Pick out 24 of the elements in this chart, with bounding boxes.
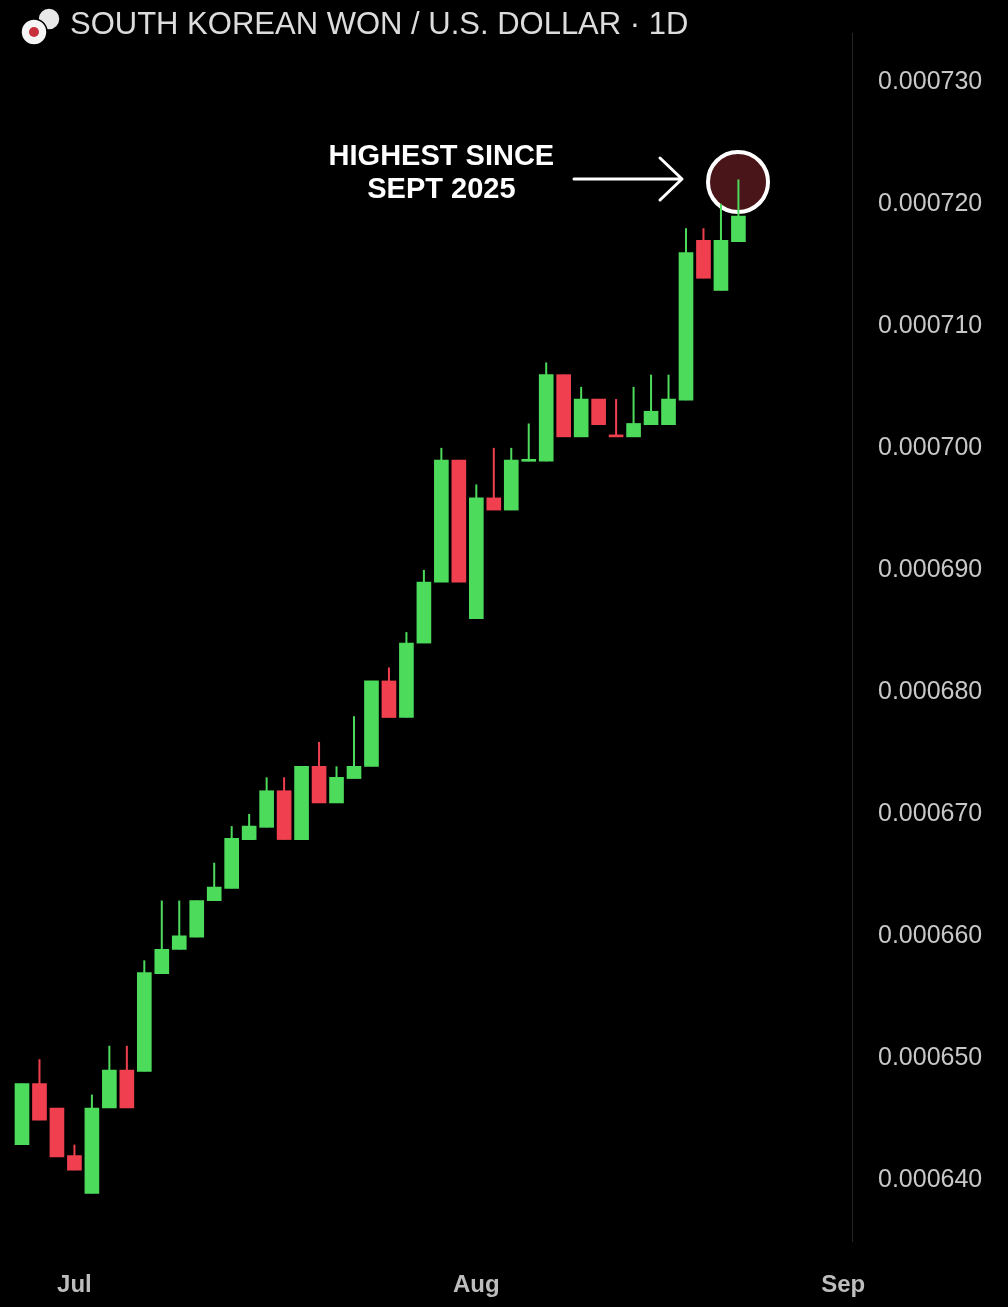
x-tick-label: Aug [452, 1270, 500, 1298]
y-tick-label: 0.000720 [878, 187, 983, 216]
y-tick-label: 0.000670 [878, 797, 983, 826]
candlestick [206, 861, 222, 902]
y-tick-label: 0.000680 [878, 675, 983, 704]
candlestick [171, 899, 187, 951]
y-tick-label: 0.000650 [878, 1041, 983, 1070]
candlestick [241, 812, 257, 841]
y-tick-label: 0.000730 [878, 65, 983, 94]
y-tick-label: 0.000690 [878, 553, 983, 582]
y-tick-label: 0.000660 [878, 919, 983, 948]
candlestick [346, 715, 362, 780]
y-tick-label: 0.000700 [878, 431, 983, 460]
y-tick-label: 0.000640 [878, 1163, 983, 1192]
annotation: HIGHEST SINCE SEPT 2025 [327, 139, 556, 206]
candlestick [67, 1143, 82, 1172]
candlestick [486, 446, 502, 512]
candlestick [643, 373, 659, 426]
y-tick-label: 0.000710 [878, 309, 983, 338]
candlestick [626, 385, 641, 438]
chart-title: SOUTH KOREAN WON / U.S. DOLLAR · 1D [70, 6, 689, 42]
x-tick-label: Jul [57, 1270, 92, 1298]
candlestick [521, 422, 537, 463]
x-tick-label: Sep [821, 1270, 866, 1298]
